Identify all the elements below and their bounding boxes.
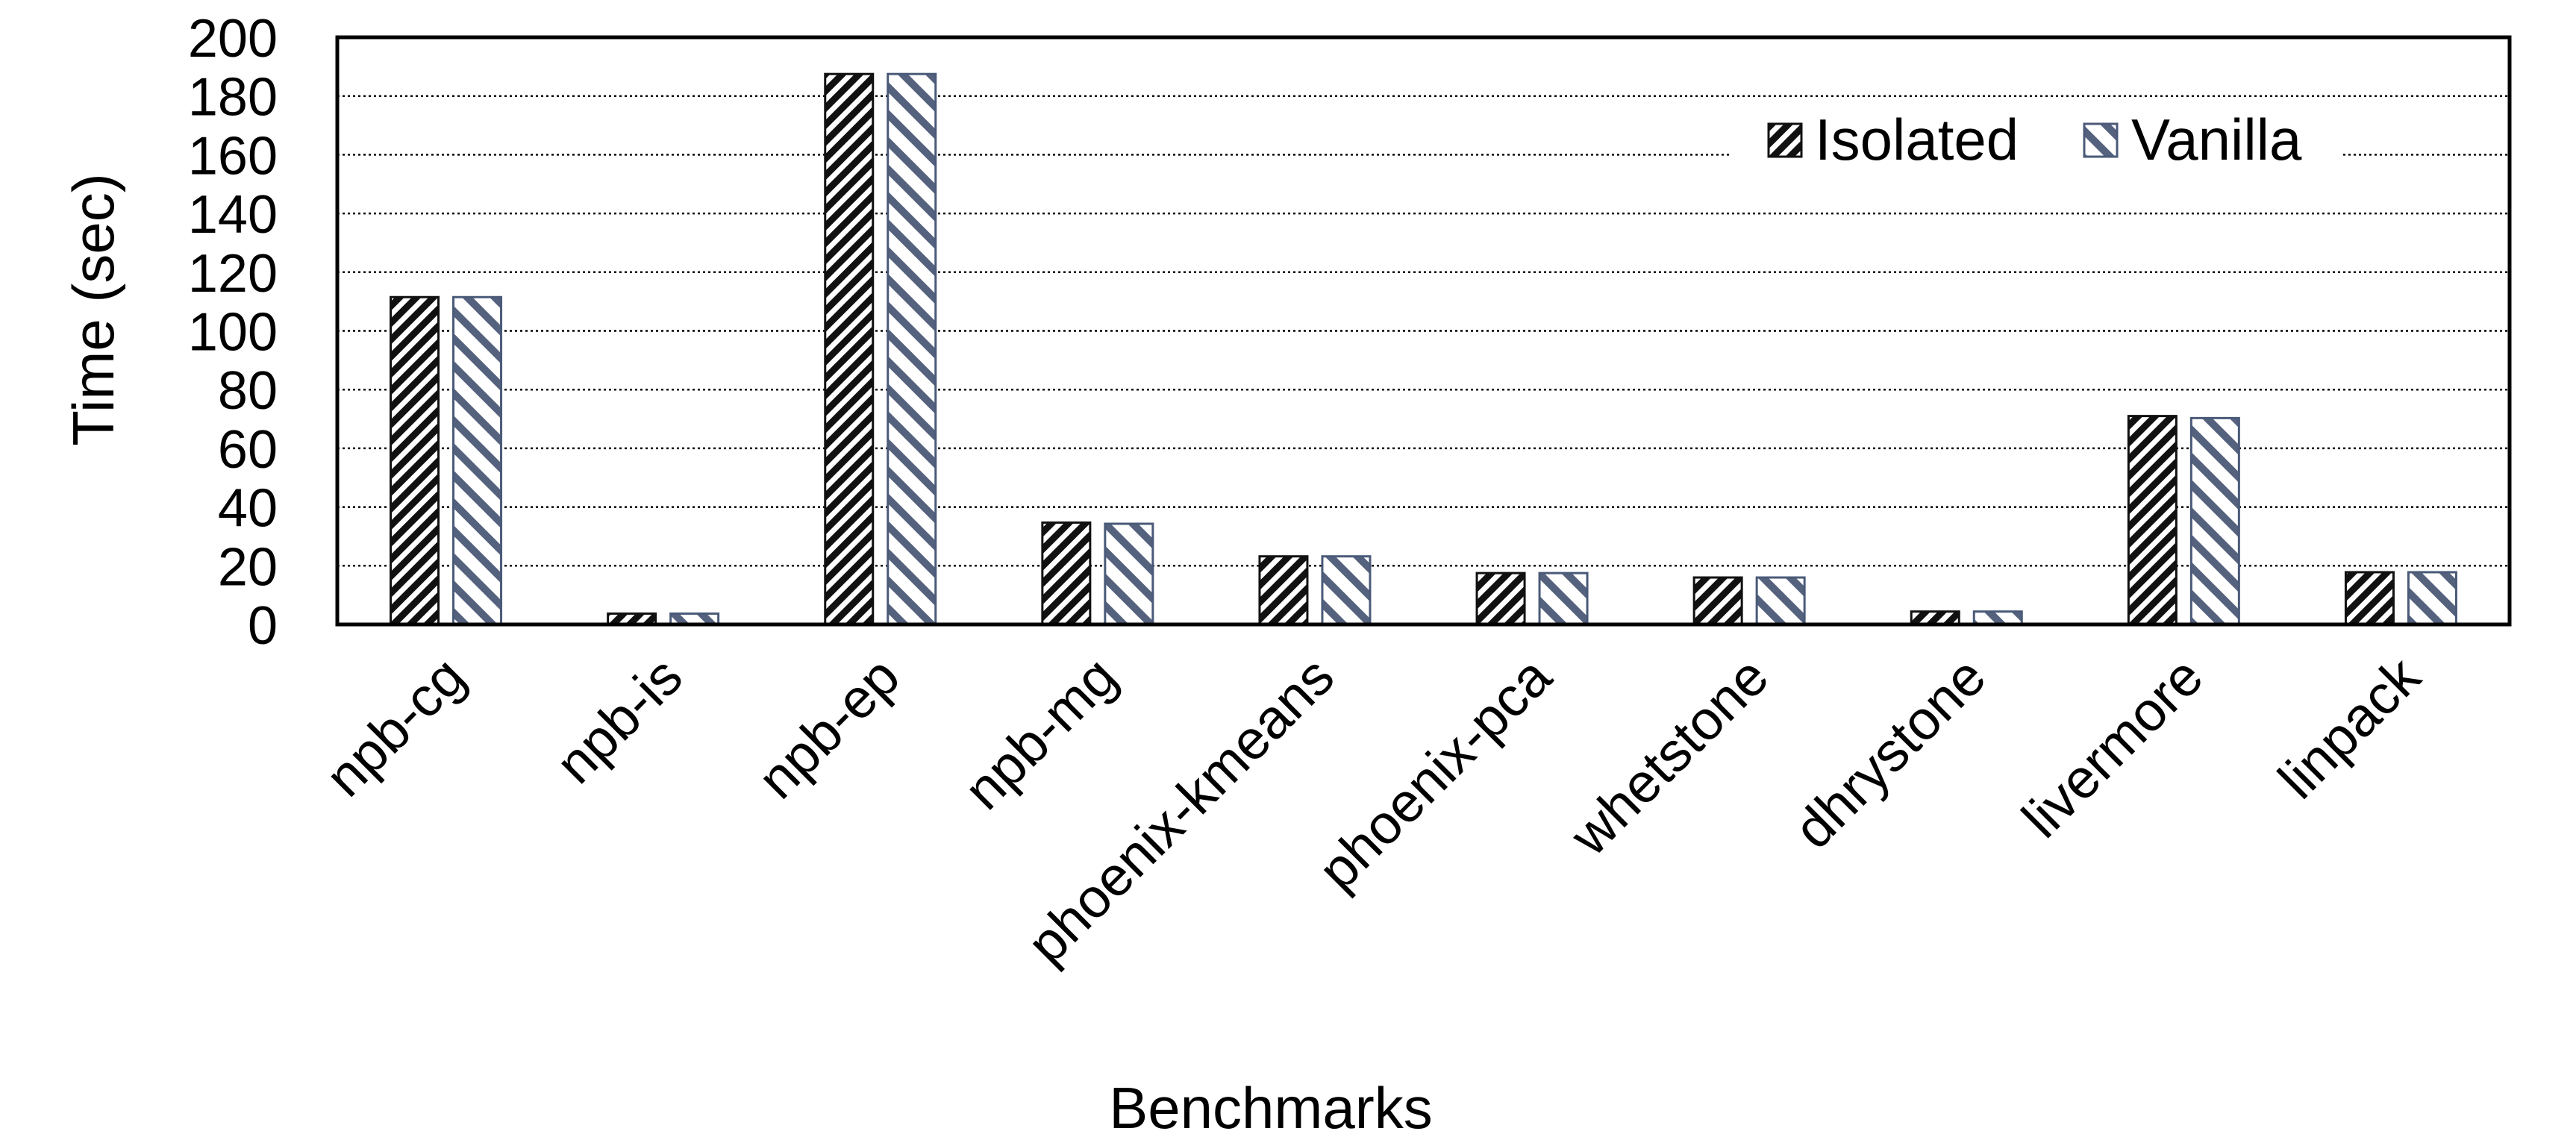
legend-label-vanilla: Vanilla: [2131, 107, 2302, 172]
bar-vanilla-npb-ep: [887, 72, 937, 626]
bar-isolated-npb-ep: [824, 72, 875, 626]
bar-vanilla-npb-mg: [1104, 522, 1154, 626]
legend: Isolated Vanilla: [1731, 104, 2343, 187]
y-tick-label: 80: [218, 361, 278, 421]
x-category-label: livermore: [2010, 645, 2215, 850]
x-category-label: whetstone: [1558, 645, 1781, 868]
bars: [390, 72, 2457, 626]
bar-vanilla-whetstone: [1755, 576, 1806, 626]
y-tick-label: 40: [218, 479, 278, 539]
x-category-label: phoenix-pca: [1307, 645, 1563, 901]
bar-isolated-dhrystone: [1910, 610, 1960, 626]
x-axis-title: Benchmarks: [1109, 1075, 1433, 1140]
y-tick-label: 60: [218, 420, 278, 480]
y-tick-label: 200: [188, 9, 278, 69]
bar-isolated-phoenix-kmeans: [1258, 555, 1309, 626]
bar-vanilla-linpack: [2407, 571, 2457, 626]
x-category-label: npb-mg: [952, 645, 1128, 821]
y-tick-label: 0: [248, 596, 278, 656]
legend-swatch-isolated: [1767, 122, 1803, 158]
bar-vanilla-npb-cg: [452, 295, 503, 626]
legend-swatch-vanilla: [2083, 122, 2119, 158]
x-category-label: npb-is: [544, 645, 694, 795]
legend-background: [1731, 104, 2343, 187]
legend-label-isolated: Isolated: [1815, 107, 2019, 172]
x-category-label: npb-cg: [313, 645, 477, 809]
bar-vanilla-dhrystone: [1972, 610, 2023, 626]
bar-vanilla-livermore: [2189, 416, 2240, 626]
y-tick-label: 100: [188, 303, 278, 363]
y-axis-title: Time (sec): [60, 173, 126, 445]
y-tick-label: 20: [218, 537, 278, 597]
bar-isolated-whetstone: [1692, 576, 1743, 626]
bar-isolated-npb-cg: [390, 295, 440, 626]
x-category-label: linpack: [2266, 645, 2432, 810]
bar-vanilla-phoenix-kmeans: [1321, 555, 1372, 626]
y-tick-label: 180: [188, 68, 278, 128]
bar-vanilla-phoenix-pca: [1538, 571, 1589, 626]
x-category-label: npb-ep: [745, 645, 911, 811]
axes: [335, 35, 2512, 627]
gridlines: [337, 95, 2510, 567]
y-tick-label: 120: [188, 244, 278, 304]
y-tick-label: 140: [188, 185, 278, 245]
x-category-labels: npb-cg npb-is npb-ep npb-mgphoenix-kmeansph…: [313, 645, 2432, 975]
y-tick-label: 160: [188, 126, 278, 186]
bar-isolated-linpack: [2344, 571, 2395, 626]
bar-isolated-npb-mg: [1041, 521, 1092, 626]
bar-isolated-phoenix-pca: [1475, 571, 1526, 626]
bar-isolated-livermore: [2127, 415, 2178, 626]
x-category-label: dhrystone: [1782, 645, 1997, 860]
